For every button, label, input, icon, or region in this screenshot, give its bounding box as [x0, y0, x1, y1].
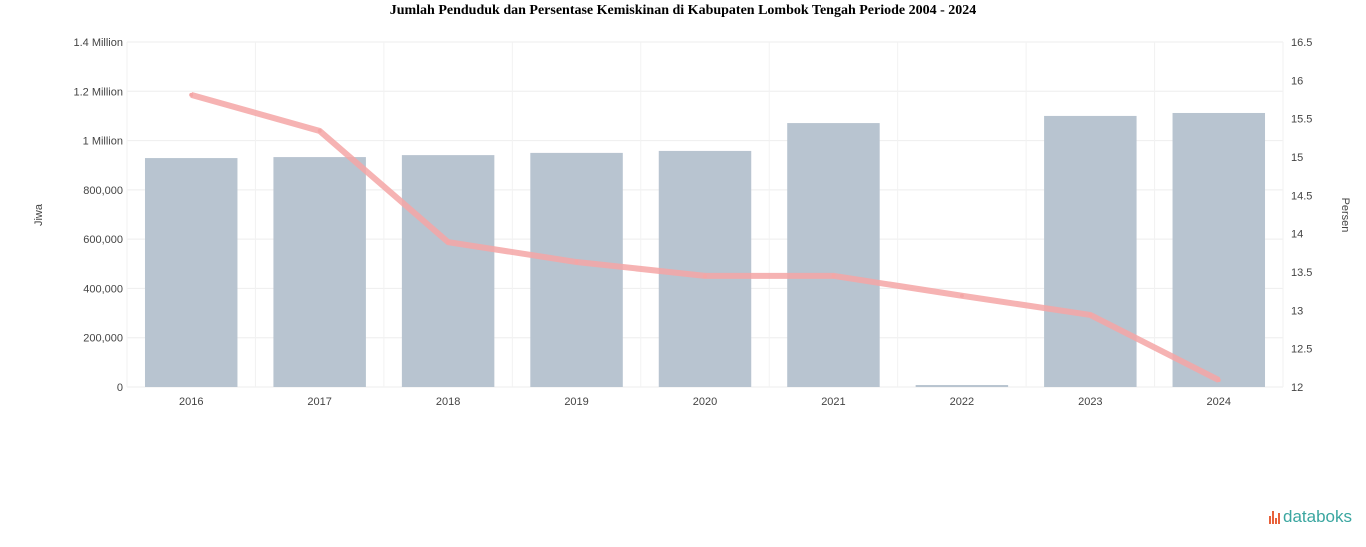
x-tick-label: 2019 — [564, 396, 588, 408]
y-tick-label: 600,000 — [83, 234, 123, 246]
bar — [787, 123, 880, 387]
line-point — [831, 273, 836, 278]
x-tick-label: 2016 — [179, 396, 203, 408]
bar — [144, 158, 238, 387]
y2-tick-label: 14.5 — [1291, 190, 1312, 202]
databoks-logo: databoks — [1269, 507, 1352, 527]
line-point — [1216, 378, 1221, 383]
bar — [915, 385, 1009, 387]
x-tick-label: 2024 — [1207, 396, 1231, 408]
y-axis-label: Jiwa — [33, 203, 45, 226]
y2-tick-label: 14 — [1291, 229, 1303, 241]
bar — [1172, 112, 1266, 387]
x-tick-label: 2023 — [1078, 396, 1102, 408]
x-tick-label: 2022 — [950, 396, 974, 408]
line-point — [317, 128, 322, 133]
x-tick-label: 2020 — [693, 396, 717, 408]
y-tick-label: 200,000 — [83, 333, 123, 345]
line-point — [959, 293, 964, 298]
y-tick-label: 1 Million — [83, 136, 123, 148]
y2-tick-label: 16.5 — [1291, 37, 1312, 49]
bar — [658, 150, 752, 387]
line-point — [703, 273, 707, 278]
bar — [530, 152, 623, 387]
y-tick-label: 1.2 Million — [73, 86, 123, 98]
line-point — [1088, 312, 1093, 317]
y2-tick-label: 15.5 — [1291, 114, 1312, 126]
y2-tick-label: 12.5 — [1291, 344, 1312, 356]
y-tick-label: 1.4 Million — [73, 37, 123, 49]
y2-tick-label: 13.5 — [1291, 267, 1312, 279]
line-point — [189, 92, 194, 97]
bar — [273, 157, 366, 387]
x-tick-label: 2018 — [436, 396, 460, 408]
x-tick-label: 2021 — [821, 396, 845, 408]
bar — [401, 155, 495, 387]
y2-tick-label: 12 — [1291, 382, 1303, 394]
line-point — [446, 240, 451, 245]
y-tick-label: 400,000 — [83, 283, 123, 295]
y2-tick-label: 15 — [1291, 152, 1303, 164]
logo-mark-icon — [1269, 510, 1280, 524]
bar — [1044, 115, 1137, 387]
line-point — [574, 260, 579, 265]
x-tick-label: 2017 — [307, 396, 331, 408]
chart-title: Jumlah Penduduk dan Persentase Kemiskina… — [389, 3, 977, 18]
y-tick-label: 800,000 — [83, 185, 123, 197]
y2-tick-label: 13 — [1291, 305, 1303, 317]
y-tick-label: 0 — [117, 382, 123, 394]
y2-axis-label: Persen — [1339, 198, 1351, 233]
logo-text: databoks — [1283, 507, 1352, 526]
y2-tick-label: 16 — [1291, 75, 1303, 87]
